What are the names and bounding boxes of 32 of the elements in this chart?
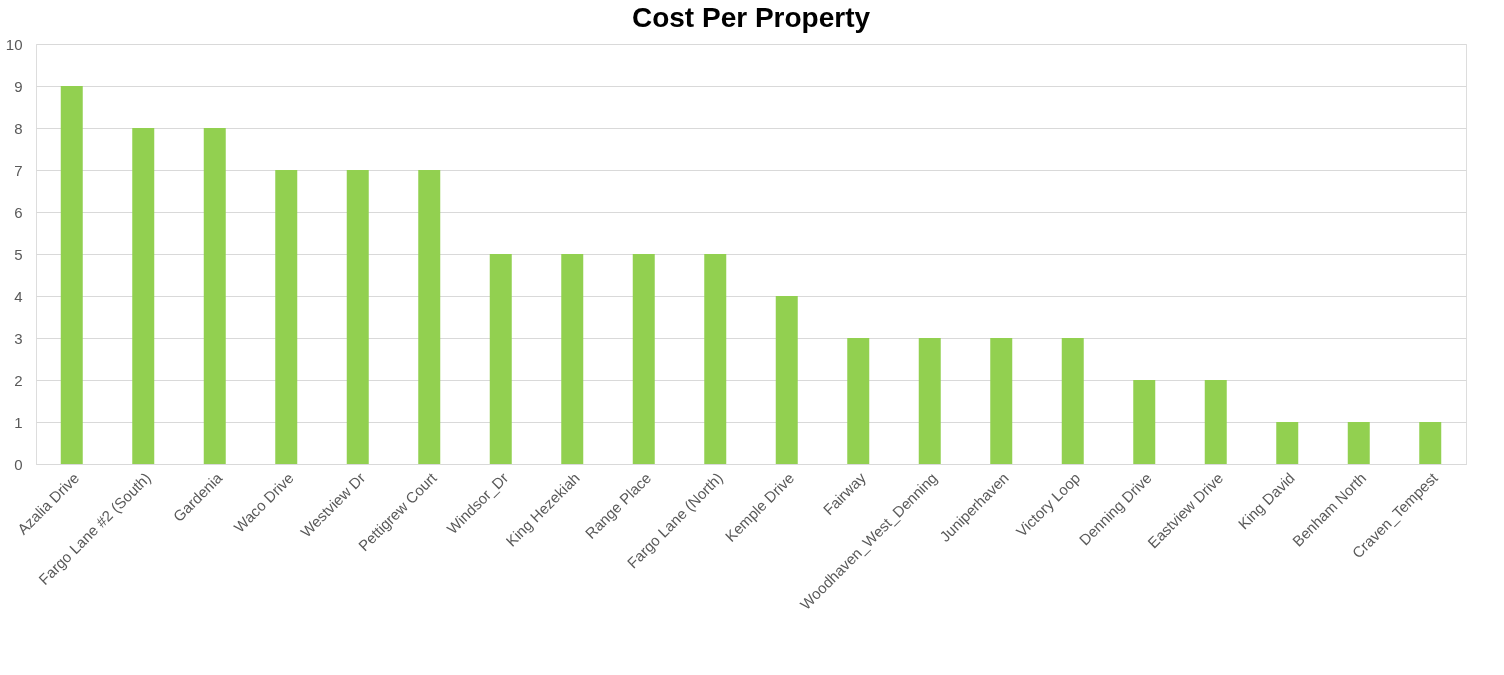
y-tick-label: 3	[14, 329, 23, 347]
y-tick-label: 1	[14, 413, 23, 431]
bar	[561, 254, 584, 464]
bar	[1061, 338, 1084, 464]
y-tick-label: 4	[14, 287, 23, 305]
y-tick-label: 8	[14, 119, 23, 137]
bar	[132, 128, 155, 464]
bar	[203, 128, 226, 464]
y-tick-label: 10	[5, 35, 23, 53]
bar	[990, 338, 1013, 464]
bar	[1133, 380, 1156, 464]
bar	[489, 254, 512, 464]
y-tick-label: 9	[14, 77, 23, 95]
bar	[1419, 422, 1442, 464]
y-tick-label: 2	[14, 371, 23, 389]
bar	[775, 296, 798, 464]
bar	[346, 170, 369, 464]
bar	[704, 254, 727, 464]
bar	[1347, 422, 1370, 464]
bar	[60, 86, 83, 464]
y-tick-label: 5	[14, 245, 23, 263]
chart-title: Cost Per Property	[631, 2, 871, 33]
y-tick-label: 7	[14, 161, 23, 179]
bar	[275, 170, 298, 464]
bar	[418, 170, 441, 464]
y-tick-label: 0	[14, 455, 23, 473]
bar	[918, 338, 941, 464]
y-tick-label: 6	[14, 203, 23, 221]
bar	[632, 254, 655, 464]
bar	[847, 338, 870, 464]
bar	[1276, 422, 1299, 464]
bar	[1204, 380, 1227, 464]
